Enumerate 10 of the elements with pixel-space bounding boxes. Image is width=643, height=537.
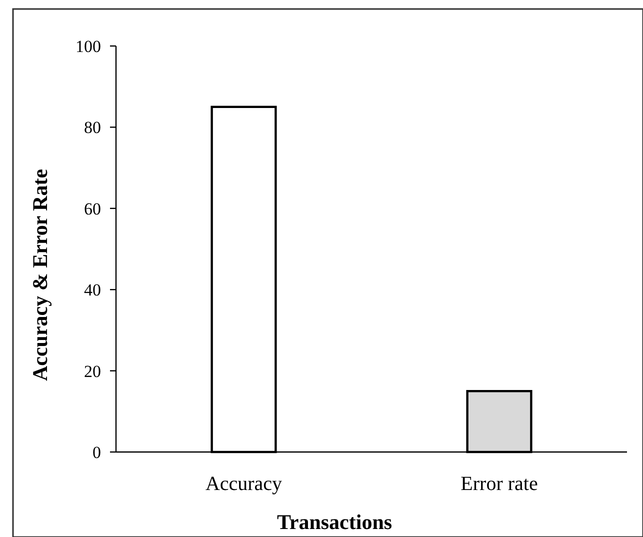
x-axis-title: Transactions xyxy=(276,510,392,534)
y-tick-label: 100 xyxy=(76,36,101,56)
x-tick-label: Accuracy xyxy=(205,473,282,495)
y-tick-label: 60 xyxy=(84,199,101,218)
y-tick-label: 0 xyxy=(92,442,101,462)
y-tick-label: 40 xyxy=(84,280,101,300)
y-axis-title: Accuracy & Error Rate xyxy=(28,168,52,382)
y-tick-label: 20 xyxy=(84,362,101,381)
y-tick-label: 80 xyxy=(84,118,101,138)
x-tick-label: Error rate xyxy=(460,473,538,495)
